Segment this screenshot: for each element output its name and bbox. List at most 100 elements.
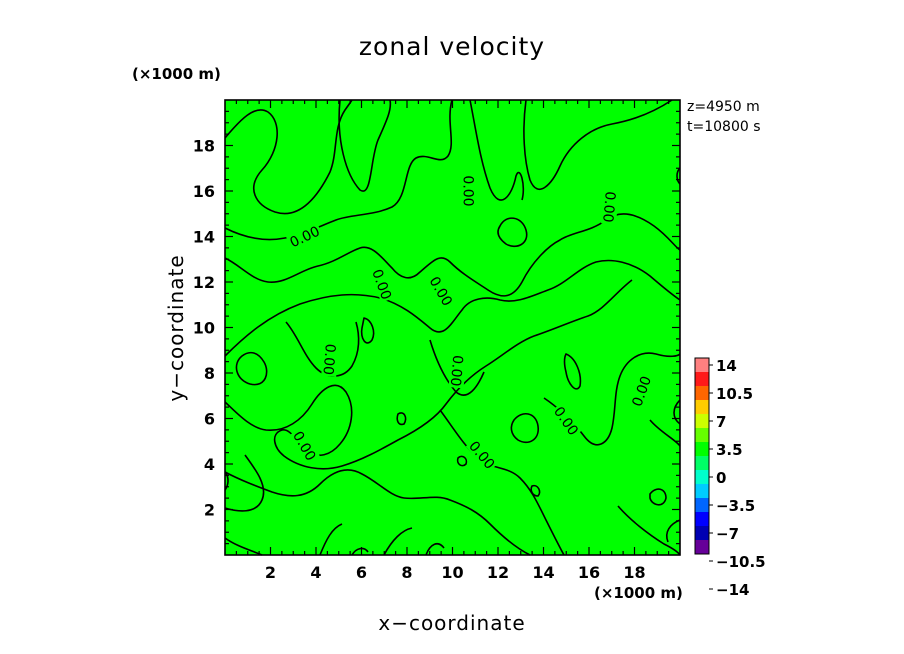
contour-line — [360, 317, 375, 344]
contour-label-bg — [448, 353, 467, 389]
contour-line — [235, 351, 268, 386]
contour-line — [383, 527, 413, 556]
contour-label-text: 0.00 — [599, 191, 618, 223]
x-tick-labels: 2 4 6 8 10 12 14 16 18 — [265, 563, 646, 582]
x-tick-label: 10 — [441, 563, 463, 582]
x-tick-label: 8 — [401, 563, 412, 582]
contour-line — [396, 412, 407, 426]
contour-label-bg — [369, 265, 396, 303]
y-tick-label: 14 — [193, 228, 215, 247]
x-tick-label: 14 — [532, 563, 554, 582]
contour-line — [649, 488, 667, 506]
colorbar — [694, 357, 713, 590]
contour-line — [425, 543, 445, 556]
contour-label-bg — [461, 174, 477, 208]
x-tick-label: 2 — [265, 563, 276, 582]
colorbar-label: 3.5 — [716, 441, 743, 459]
contour-line — [224, 469, 531, 556]
contour-label-text: 0.00 — [459, 175, 475, 206]
colorbar-swatch — [695, 540, 709, 554]
contour-label: 0.00 — [319, 341, 340, 377]
contour-label-bg — [321, 341, 340, 377]
colorbar-swatch — [695, 400, 709, 414]
contour-label-bg — [465, 436, 500, 473]
colorbar-swatch — [695, 358, 709, 372]
contour-line — [673, 399, 681, 425]
colorbar-swatch — [695, 372, 709, 386]
contour-line — [224, 454, 265, 512]
y-tick-label: 4 — [204, 455, 215, 474]
chart-title: zonal velocity — [359, 32, 545, 61]
contour-line — [510, 413, 539, 444]
contour-label-bg — [285, 222, 323, 251]
contour-label: 0.00 — [447, 353, 467, 389]
colorbar-label: −3.5 — [716, 497, 755, 515]
y-axis-label: y−coordinate — [164, 254, 188, 401]
colorbar-labels: 14 10.5 7 3.5 0 −3.5 −7 −10.5 −14 — [716, 357, 766, 599]
y-tick-label: 12 — [193, 273, 215, 292]
colorbar-label: −14 — [716, 581, 749, 599]
colorbar-swatch — [695, 526, 709, 540]
contour-lines — [224, 99, 681, 556]
contour-label-text: 0.00 — [447, 354, 466, 386]
contour-label-bg — [550, 402, 583, 439]
colorbar-swatch — [695, 386, 709, 400]
colorbar-swatch — [695, 414, 709, 428]
contour-line — [530, 484, 541, 497]
contour-line — [456, 455, 468, 467]
colorbar-swatch — [695, 484, 709, 498]
x-tick-label: 18 — [623, 563, 645, 582]
contour-label: 0.00 — [459, 174, 477, 208]
annotation-text: t=10800 s — [687, 119, 761, 135]
contour-line — [319, 523, 343, 556]
contour-line — [617, 505, 681, 556]
contour-line — [224, 99, 453, 241]
colorbar-label: 10.5 — [716, 385, 753, 403]
annotation-text: z=4950 m — [687, 99, 760, 115]
y-tick-label: 6 — [204, 410, 215, 429]
axis-ticks — [225, 100, 680, 555]
colorbar-label: −10.5 — [716, 553, 766, 571]
y-tick-label: 16 — [193, 182, 215, 201]
colorbar-frame — [694, 357, 710, 555]
contour-line — [224, 279, 633, 470]
x-unit-label: (×1000 m) — [594, 584, 683, 602]
colorbar-label: 14 — [716, 357, 737, 375]
contour-label-bg — [601, 189, 619, 225]
contour-line — [224, 259, 681, 357]
contour-line — [497, 217, 528, 248]
contour-line — [469, 99, 525, 201]
colorbar-label: −7 — [716, 525, 739, 543]
contour-line — [224, 99, 353, 215]
colorbar-swatch — [695, 456, 709, 470]
colorbar-label: 0 — [716, 469, 726, 487]
contour-line — [429, 339, 485, 396]
x-tick-label: 16 — [578, 563, 600, 582]
contour-label-bg — [627, 372, 654, 410]
contour-line — [523, 99, 673, 190]
x-tick-label: 6 — [356, 563, 367, 582]
contour-line — [351, 547, 369, 556]
y-tick-label: 18 — [193, 137, 215, 156]
colorbar-swatch — [695, 512, 709, 526]
colorbar-swatch — [695, 428, 709, 442]
y-tick-label: 10 — [193, 319, 215, 338]
colorbar-swatch — [695, 498, 709, 512]
contour-label-bg — [290, 427, 321, 465]
contour-label-bg — [426, 272, 457, 310]
colorbar-label: 7 — [716, 413, 726, 431]
contour-line — [676, 167, 681, 185]
contour-label: 0.00 — [599, 189, 619, 225]
colorbar-swatch — [695, 442, 709, 456]
colorbar-swatch — [695, 470, 709, 484]
x-tick-label: 4 — [310, 563, 321, 582]
contour-line — [649, 419, 681, 447]
y-unit-label: (×1000 m) — [132, 65, 221, 83]
contour-line — [563, 353, 582, 390]
velocity-field — [225, 100, 680, 555]
contour-line — [439, 409, 565, 556]
x-axis-label: x−coordinate — [378, 611, 525, 635]
contour-line — [338, 99, 392, 192]
x-tick-label: 12 — [487, 563, 509, 582]
